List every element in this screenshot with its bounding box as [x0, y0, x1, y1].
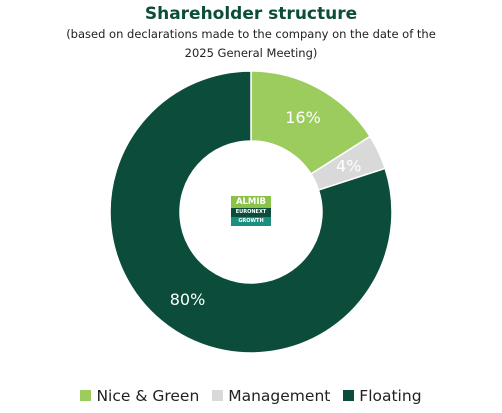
legend-swatch-management	[212, 390, 224, 401]
legend-label-management: Management	[228, 387, 331, 405]
legend-item-floating: Floating	[343, 387, 422, 405]
legend-label-nice-green: Nice & Green	[96, 387, 200, 405]
slice-label-floating: 80%	[170, 290, 206, 309]
chart-subtitle-line1: (based on declarations made to the compa…	[66, 27, 436, 41]
legend-item-nice-green: Nice & Green	[80, 387, 199, 405]
almib-euronext-growth-logo: ALMIB EURONEXT GROWTH	[231, 196, 271, 226]
logo-euronext-text: EURONEXT	[231, 208, 271, 217]
legend-item-management: Management	[212, 387, 330, 405]
legend-swatch-nice-green	[80, 390, 92, 401]
donut-slice-floating	[109, 70, 393, 354]
chart-subtitle-line2: 2025 General Meeting)	[184, 46, 318, 60]
slice-label-management: 4%	[336, 157, 361, 176]
legend-swatch-floating	[343, 390, 355, 401]
slice-label-nice-green: 16%	[285, 108, 321, 127]
chart-title: Shareholder structure	[144, 4, 358, 24]
logo-growth-text: GROWTH	[231, 217, 271, 226]
chart-legend: Nice & Green Management Floating	[0, 387, 502, 405]
legend-label-floating: Floating	[359, 387, 422, 405]
logo-almib-text: ALMIB	[231, 196, 271, 208]
